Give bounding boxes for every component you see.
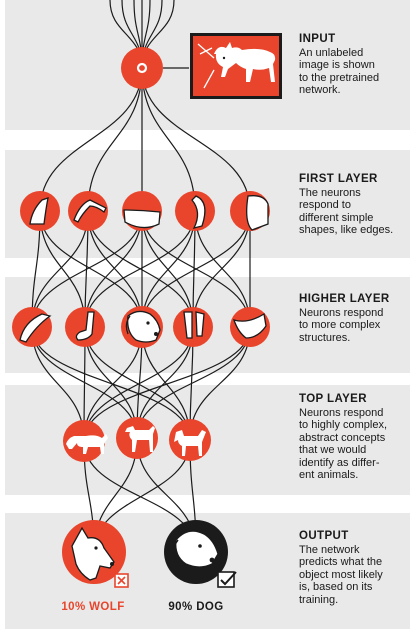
wolf-head-icon: [62, 520, 126, 584]
section-higher-layer: HIGHER LAYER Neurons respond to more com…: [299, 292, 411, 344]
section-output: OUTPUT The network predicts what the obj…: [299, 529, 411, 606]
wolf-animal-icon: [63, 420, 108, 462]
section-input: INPUT An unlabeled image is shown to the…: [299, 32, 411, 97]
section-title: OUTPUT: [299, 530, 349, 542]
connection-line: [87, 67, 143, 212]
body-curve-icon: [230, 307, 270, 347]
dog-result-label: 90% DOG: [168, 601, 224, 613]
edge-shape-4-icon: [175, 191, 215, 231]
dog-animal-icon: [116, 417, 158, 459]
section-title: INPUT: [299, 33, 336, 45]
dog-photo-icon: [190, 33, 282, 99]
connection-line: [39, 67, 143, 212]
edge-shape-1-icon: [20, 191, 60, 231]
connection-line: [83, 326, 251, 442]
section-body: The neurons respond to different simple …: [299, 187, 394, 237]
edge-shape-3-icon: [122, 191, 162, 231]
section-first-layer: FIRST LAYER The neurons respond to diffe…: [299, 172, 411, 237]
section-top-layer: TOP LAYER Neurons respond to highly comp…: [299, 392, 411, 481]
section-title: FIRST LAYER: [299, 173, 378, 185]
check-box-icon: [217, 571, 237, 588]
edge-shape-5-icon: [230, 191, 270, 231]
connection-line: [141, 67, 196, 212]
dog-face-icon: [121, 306, 163, 348]
paw-structure-icon: [65, 307, 105, 347]
section-body: Neurons respond to highly complex, abstr…: [299, 407, 388, 482]
section-body: The network predicts what the object mos…: [299, 544, 383, 606]
section-title: TOP LAYER: [299, 393, 367, 405]
horse-animal-icon: [169, 419, 211, 461]
wolf-result-label: 10% WOLF: [61, 601, 125, 613]
connection-line: [141, 67, 251, 212]
dog-head-icon: [164, 520, 228, 584]
legs-structure-icon: [173, 307, 213, 347]
edge-shape-2-icon: [68, 191, 108, 231]
ear-structure-icon: [12, 307, 52, 347]
section-body: An unlabeled image is shown to the pretr…: [299, 47, 380, 97]
section-title: HIGHER LAYER: [299, 293, 390, 305]
section-body: Neurons respond to more complex structur…: [299, 307, 384, 344]
input-node-icon: [121, 47, 163, 89]
cross-box-icon: [114, 573, 129, 588]
